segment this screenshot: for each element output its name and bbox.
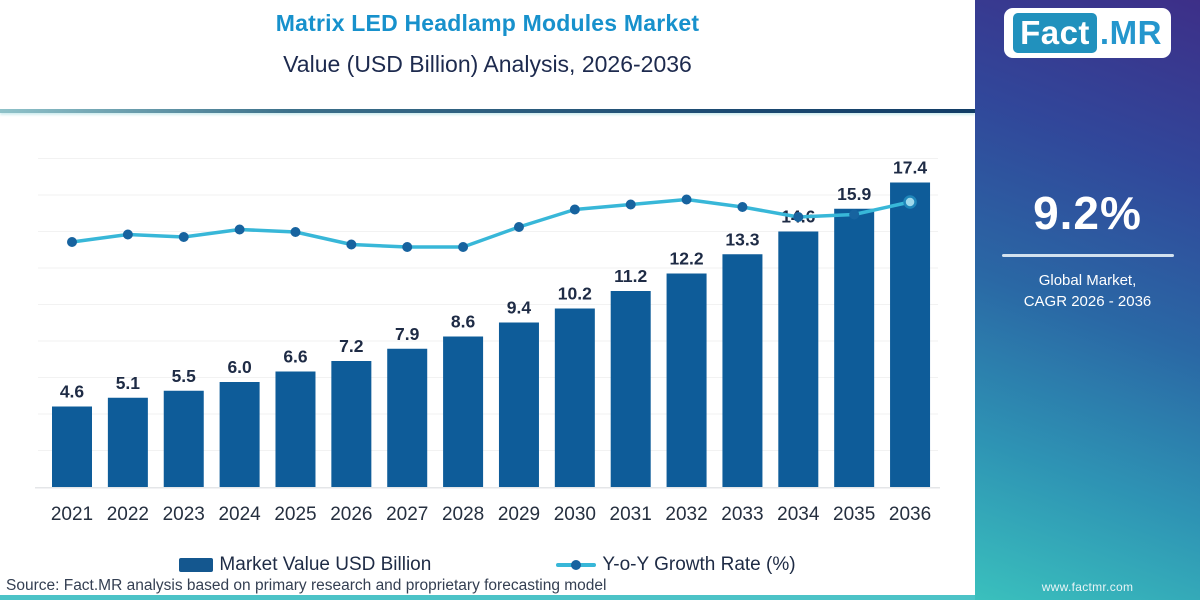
- x-axis-label-2028: 2028: [442, 504, 484, 525]
- x-axis-label-2026: 2026: [330, 504, 372, 525]
- bar-2029: [498, 322, 539, 487]
- bar-2032: [666, 273, 707, 487]
- cagr-caption-line1: Global Market,: [1038, 272, 1137, 290]
- x-axis-label-2027: 2027: [386, 504, 428, 525]
- title-divider-rule: [0, 109, 975, 113]
- growth-line-marker-2031: [625, 199, 636, 210]
- bar-2030: [554, 308, 595, 487]
- bar-2022: [107, 397, 148, 487]
- bar-value-label: 4.6: [60, 382, 85, 402]
- x-axis-label-2024: 2024: [218, 504, 261, 525]
- bar-value-label: 5.5: [172, 366, 197, 386]
- x-axis-label-2033: 2033: [721, 504, 763, 525]
- bar-2028: [443, 336, 484, 487]
- x-axis-label-2022: 2022: [107, 504, 149, 525]
- bar-value-label: 11.2: [614, 266, 647, 286]
- x-axis-label-2034: 2034: [777, 504, 820, 525]
- growth-line-marker-2024: [234, 224, 245, 235]
- x-axis-label-2029: 2029: [498, 504, 540, 525]
- bar-2027: [387, 348, 428, 487]
- bar-2021: [52, 406, 92, 487]
- x-axis-label-2035: 2035: [833, 504, 875, 525]
- logo-fact-wordmark: Fact: [1013, 13, 1097, 53]
- factmr-logo: Fact .MR: [1004, 8, 1171, 58]
- website-url: www.factmr.com: [1041, 580, 1134, 594]
- bar-value-label: 6.0: [227, 357, 252, 377]
- bar-value-label: 5.1: [116, 373, 141, 393]
- growth-line-marker-2033: [737, 202, 748, 212]
- bar-value-label: 13.3: [725, 229, 759, 249]
- x-axis-label-2025: 2025: [274, 504, 316, 525]
- legend-line-label: Y-o-Y Growth Rate (%): [602, 554, 796, 575]
- growth-line-marker-2023: [178, 232, 189, 242]
- x-axis-label-2021: 2021: [51, 504, 93, 525]
- bar-2035: [834, 208, 875, 487]
- growth-line-marker-2029: [513, 222, 524, 232]
- bar-value-label: 9.4: [507, 298, 532, 318]
- growth-line: [70, 197, 912, 249]
- growth-line-marker-2030: [569, 204, 580, 215]
- chart-title-block: Matrix LED Headlamp Modules Market Value…: [0, 6, 975, 78]
- bar-value-label: 15.9: [837, 184, 871, 204]
- x-axis-label-2036: 2036: [889, 504, 931, 525]
- growth-line-marker-2021: [67, 237, 77, 247]
- chart-title: Matrix LED Headlamp Modules Market: [275, 10, 700, 36]
- legend-item-line: Y-o-Y Growth Rate (%): [556, 554, 796, 576]
- bar-value-label: 7.9: [395, 324, 420, 344]
- cagr-value: 9.2%: [1033, 186, 1142, 239]
- growth-line-marker-2027: [402, 242, 413, 252]
- logo-mr-wordmark: .MR: [1099, 13, 1162, 51]
- bar-value-label: 7.2: [339, 336, 364, 356]
- cagr-caption-line2: CAGR 2026 - 2036: [1023, 292, 1152, 310]
- growth-line-marker-2032: [681, 194, 692, 205]
- growth-line-marker-2022: [122, 229, 133, 240]
- bar-2031: [610, 291, 651, 487]
- chart-subtitle: Value (USD Billion) Analysis, 2026-2036: [283, 51, 692, 77]
- bar-value-label: 12.2: [670, 249, 704, 269]
- growth-line-marker-2025: [290, 227, 301, 237]
- cagr-divider-rule: [1001, 253, 1174, 258]
- cagr-caption: Global Market, CAGR 2026 - 2036: [1024, 271, 1152, 312]
- bottom-accent-strip: [0, 595, 975, 600]
- growth-line-marker-2026: [346, 239, 357, 250]
- x-axis-label-2023: 2023: [163, 504, 205, 525]
- bar-2024: [219, 382, 260, 487]
- growth-line-marker-2035: [849, 209, 860, 220]
- line-series-marker-icon: [556, 558, 597, 572]
- growth-line-marker-2036: [903, 195, 917, 209]
- source-note: Source: Fact.MR analysis based on primar…: [6, 577, 607, 594]
- bar-2034: [778, 231, 819, 487]
- bar-value-label: 8.6: [451, 312, 476, 332]
- legend-bar-label: Market Value USD Billion: [219, 554, 432, 575]
- x-axis-label-2032: 2032: [665, 504, 707, 525]
- x-axis-label-2030: 2030: [554, 504, 596, 525]
- bar-2033: [722, 254, 763, 487]
- bar-2036: [890, 182, 931, 487]
- bar-value-label: 6.6: [283, 347, 308, 367]
- bar-value-label: 10.2: [558, 284, 592, 304]
- growth-line-marker-2034: [793, 212, 804, 222]
- bar-2025: [275, 371, 316, 487]
- bar-value-label: 17.4: [893, 158, 927, 178]
- bar-2026: [331, 361, 372, 487]
- x-axis-label-2031: 2031: [610, 504, 652, 525]
- bar-2023: [163, 390, 204, 487]
- brand-side-panel: Fact .MR 9.2% Global Market, CAGR 2026 -…: [975, 0, 1200, 600]
- bar-series-swatch-icon: [179, 558, 214, 572]
- legend-item-bar: Market Value USD Billion: [179, 554, 431, 576]
- chart-legend: Market Value USD Billion Y-o-Y Growth Ra…: [0, 550, 975, 580]
- growth-line-marker-2028: [458, 242, 469, 252]
- market-chart: 4.6 5.1 5.5 6.0 6.6 7.2 7.9 8.6 9.4 10.2 11.2 12.2 1…: [35, 158, 940, 525]
